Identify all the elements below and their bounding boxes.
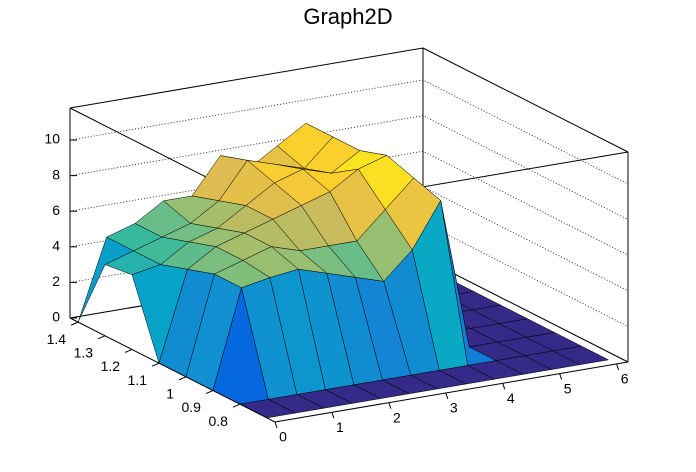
y-tick-label: 0.8 xyxy=(208,413,228,429)
y-tick-label: 0.9 xyxy=(181,399,201,415)
x-tick-label: 0 xyxy=(279,429,287,445)
x-tick-label: 3 xyxy=(450,400,458,416)
y-axis xyxy=(69,317,276,423)
y-tick-label: 1.1 xyxy=(128,372,148,388)
z-tick-label: 4 xyxy=(52,238,60,254)
x-tick xyxy=(502,383,506,390)
z-tick-label: 6 xyxy=(52,202,60,218)
y-tick xyxy=(178,376,187,381)
x-tick xyxy=(559,373,563,380)
z-tick-label: 10 xyxy=(44,131,60,147)
y-tick-label: 1.4 xyxy=(47,331,67,347)
x-axis xyxy=(274,361,629,423)
box-edge xyxy=(422,47,629,153)
box-edge xyxy=(69,47,424,109)
y-tick-label: 1.3 xyxy=(74,344,94,360)
y-tick xyxy=(151,362,160,367)
y-tick xyxy=(124,349,133,353)
y-tick xyxy=(97,335,106,340)
x-tick xyxy=(388,402,392,409)
x-tick-label: 6 xyxy=(621,371,629,387)
y-tick xyxy=(70,321,79,326)
y-tick-label: 1 xyxy=(166,386,174,402)
z-tick-label: 0 xyxy=(52,309,60,325)
x-tick-label: 4 xyxy=(507,390,515,406)
x-tick xyxy=(616,363,620,371)
y-tick-label: 1.2 xyxy=(101,358,121,374)
x-tick xyxy=(331,412,335,419)
x-tick-label: 1 xyxy=(336,419,344,435)
x-tick xyxy=(445,392,449,400)
x-tick-label: 5 xyxy=(564,380,572,396)
x-tick xyxy=(274,421,278,429)
y-tick xyxy=(205,390,214,394)
y-tick xyxy=(232,403,241,408)
z-tick-label: 8 xyxy=(52,166,60,182)
z-tick-label: 2 xyxy=(52,273,60,289)
x-tick-label: 2 xyxy=(393,409,401,425)
chart-title: Graph2D xyxy=(303,4,392,29)
